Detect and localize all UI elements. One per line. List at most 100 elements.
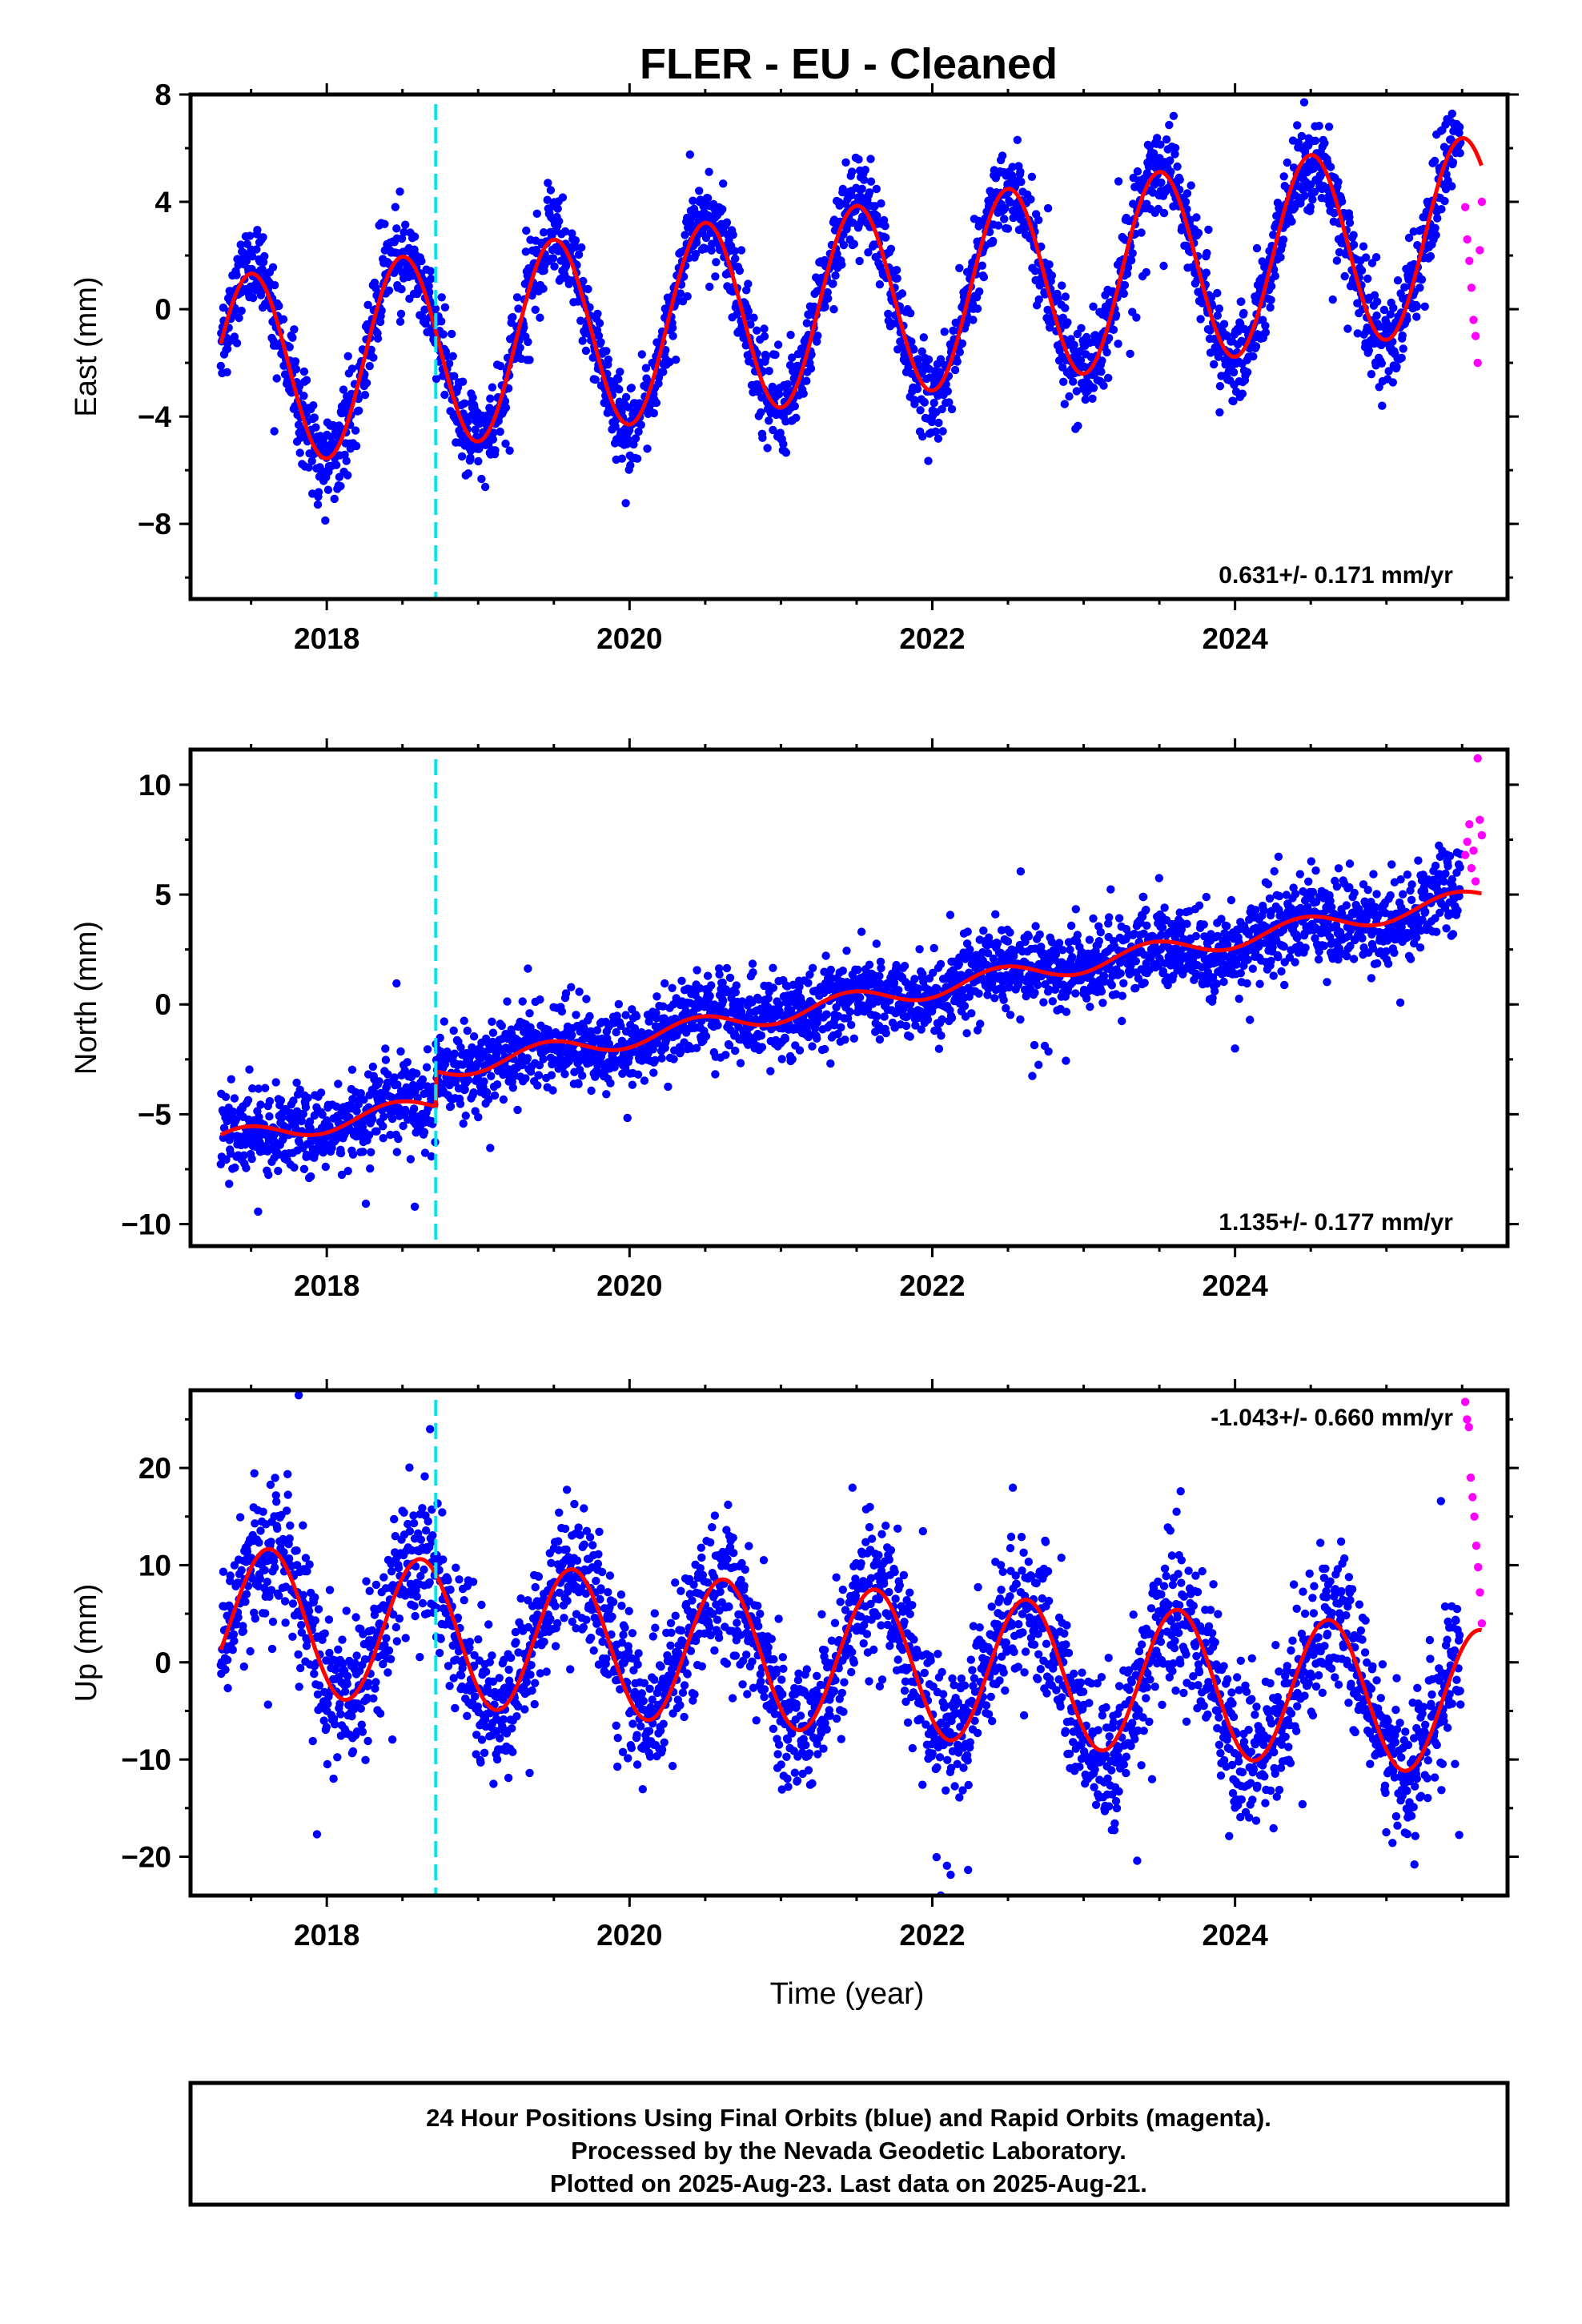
data-point (938, 404, 946, 414)
data-point (875, 280, 885, 289)
data-point (1206, 326, 1215, 335)
data-point (831, 271, 840, 280)
data-point (918, 969, 927, 979)
data-point (924, 355, 934, 364)
data-point (621, 499, 630, 508)
data-point (365, 361, 374, 371)
data-point (953, 357, 962, 366)
data-point (641, 364, 651, 372)
data-point (760, 332, 769, 341)
data-point (1271, 271, 1280, 280)
data-point (705, 991, 714, 1001)
data-point (865, 188, 874, 197)
data-point (841, 1035, 849, 1044)
data-point (657, 1054, 666, 1063)
data-point (232, 271, 241, 279)
data-point (937, 1031, 946, 1040)
data-point (799, 389, 808, 398)
data-point (627, 384, 636, 392)
data-point (514, 304, 523, 313)
data-point (881, 222, 889, 231)
data-point (808, 1042, 817, 1051)
data-point (933, 984, 942, 993)
data-point (531, 305, 540, 314)
data-point (849, 239, 859, 248)
data-point (381, 1055, 391, 1064)
data-point (632, 1011, 641, 1021)
data-point (1375, 322, 1384, 331)
rapid-data-point (1471, 332, 1480, 340)
data-point (873, 211, 881, 220)
data-point (1104, 373, 1113, 383)
data-point (668, 983, 677, 993)
data-point (499, 1095, 508, 1104)
data-point (769, 963, 777, 972)
data-point (1353, 299, 1362, 308)
data-point (614, 375, 623, 384)
data-point (1392, 362, 1401, 372)
data-point (990, 994, 999, 1003)
data-point (270, 280, 279, 290)
data-point (744, 279, 753, 288)
data-point (536, 313, 544, 322)
data-point (313, 500, 323, 509)
data-point (1114, 914, 1124, 923)
data-point (1165, 120, 1174, 130)
data-point (742, 286, 751, 295)
data-point (436, 1033, 444, 1043)
data-point (976, 1019, 985, 1028)
data-point (749, 313, 758, 322)
data-point (1367, 259, 1377, 267)
data-point (368, 1115, 377, 1124)
data-point (1364, 346, 1374, 355)
data-point (1311, 136, 1320, 145)
data-point (1006, 1011, 1015, 1019)
data-point (496, 427, 504, 436)
data-point (1128, 249, 1137, 258)
data-point (855, 256, 864, 266)
data-point (508, 312, 517, 322)
data-point (614, 999, 623, 1009)
data-point (1326, 163, 1335, 171)
data-point (715, 970, 724, 979)
data-point (393, 1080, 402, 1089)
x-tick-label: 2022 (899, 622, 965, 655)
data-point (260, 251, 269, 261)
data-point (318, 1110, 327, 1120)
data-point (1310, 187, 1319, 196)
data-point (1243, 368, 1252, 376)
data-point (974, 989, 983, 998)
data-point (255, 1112, 263, 1122)
data-point (940, 328, 949, 336)
data-point (476, 1054, 486, 1063)
data-point (285, 343, 294, 352)
data-point (927, 417, 937, 427)
data-point (412, 1069, 421, 1078)
data-point (351, 441, 361, 451)
data-point (1196, 315, 1205, 324)
data-point (440, 1017, 448, 1026)
data-point (1173, 162, 1182, 171)
data-point (802, 319, 811, 328)
data-point (1393, 276, 1403, 285)
data-point (391, 203, 400, 211)
data-point (508, 1084, 517, 1092)
data-point (1016, 1015, 1025, 1024)
data-point (1044, 1047, 1053, 1056)
data-point (574, 250, 584, 259)
data-point (711, 1070, 720, 1079)
data-point (291, 357, 300, 366)
data-point (1062, 1007, 1071, 1016)
data-point (526, 1023, 535, 1032)
data-point (1000, 215, 1009, 223)
data-point (1154, 204, 1163, 214)
data-point (375, 1077, 383, 1086)
data-point (1159, 261, 1168, 271)
data-point (788, 353, 797, 362)
data-point (450, 1049, 459, 1058)
data-point (604, 355, 612, 364)
data-point (248, 1084, 257, 1093)
data-point (820, 1044, 829, 1054)
data-point (316, 1088, 326, 1097)
data-point (1109, 325, 1118, 334)
